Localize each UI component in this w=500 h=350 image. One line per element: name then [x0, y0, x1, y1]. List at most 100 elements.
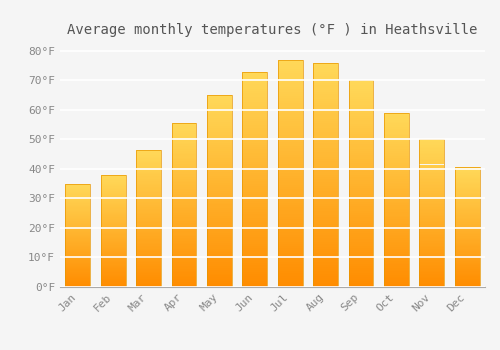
Bar — [207, 164, 232, 166]
Bar — [313, 269, 338, 271]
Bar — [348, 217, 374, 219]
Bar — [455, 207, 479, 208]
Bar — [348, 204, 374, 206]
Bar — [348, 148, 374, 150]
Bar — [207, 228, 232, 230]
Bar — [384, 172, 409, 174]
Bar — [100, 217, 126, 219]
Bar — [420, 194, 444, 196]
Bar — [136, 187, 161, 188]
Bar — [207, 97, 232, 99]
Bar — [278, 119, 302, 121]
Bar — [100, 270, 126, 271]
Bar — [384, 120, 409, 121]
Bar — [278, 251, 302, 253]
Bar — [172, 192, 196, 194]
Bar — [348, 223, 374, 225]
Bar — [348, 227, 374, 229]
Bar — [348, 113, 374, 116]
Bar — [242, 82, 267, 84]
Bar — [278, 235, 302, 237]
Bar — [348, 276, 374, 279]
Bar — [242, 164, 267, 166]
Bar — [348, 169, 374, 171]
Bar — [207, 189, 232, 191]
Bar — [313, 157, 338, 159]
Bar — [455, 176, 479, 177]
Bar — [100, 210, 126, 211]
Bar — [278, 148, 302, 150]
Bar — [207, 112, 232, 114]
Bar — [136, 161, 161, 162]
Bar — [207, 133, 232, 135]
Bar — [420, 246, 444, 247]
Bar — [313, 204, 338, 206]
Bar — [207, 235, 232, 237]
Bar — [278, 196, 302, 198]
Bar — [278, 182, 302, 185]
Bar — [136, 216, 161, 217]
Bar — [66, 283, 90, 284]
Bar — [278, 128, 302, 130]
Bar — [455, 200, 479, 201]
Bar — [278, 203, 302, 205]
Bar — [348, 225, 374, 227]
Bar — [136, 232, 161, 233]
Bar — [313, 78, 338, 81]
Bar — [455, 174, 479, 175]
Bar — [455, 233, 479, 235]
Bar — [242, 203, 267, 205]
Bar — [242, 95, 267, 97]
Bar — [242, 214, 267, 216]
Bar — [455, 196, 479, 197]
Bar — [207, 145, 232, 147]
Bar — [66, 252, 90, 253]
Bar — [136, 233, 161, 235]
Bar — [242, 99, 267, 102]
Bar — [348, 283, 374, 285]
Bar — [278, 62, 302, 64]
Bar — [136, 165, 161, 166]
Bar — [136, 173, 161, 174]
Bar — [278, 187, 302, 189]
Bar — [348, 83, 374, 84]
Bar — [172, 140, 196, 141]
Bar — [66, 236, 90, 237]
Bar — [348, 89, 374, 91]
Bar — [420, 169, 444, 170]
Bar — [207, 139, 232, 141]
Bar — [313, 117, 338, 119]
Bar — [348, 126, 374, 128]
Bar — [207, 159, 232, 160]
Bar — [100, 190, 126, 192]
Bar — [348, 165, 374, 167]
Bar — [455, 285, 479, 286]
Bar — [172, 200, 196, 202]
Bar — [136, 218, 161, 220]
Bar — [172, 205, 196, 207]
Bar — [136, 188, 161, 190]
Bar — [348, 260, 374, 262]
Bar — [420, 160, 444, 162]
Bar — [66, 244, 90, 245]
Bar — [172, 262, 196, 264]
Bar — [384, 233, 409, 235]
Bar — [420, 241, 444, 243]
Bar — [455, 189, 479, 190]
Bar — [313, 74, 338, 76]
Bar — [420, 237, 444, 238]
Bar — [100, 231, 126, 232]
Bar — [278, 191, 302, 194]
Bar — [172, 259, 196, 261]
Bar — [313, 231, 338, 233]
Bar — [136, 150, 161, 287]
Bar — [172, 136, 196, 138]
Bar — [66, 234, 90, 235]
Bar — [66, 249, 90, 250]
Bar — [207, 222, 232, 224]
Bar — [455, 180, 479, 181]
Bar — [242, 143, 267, 145]
Bar — [420, 207, 444, 209]
Bar — [313, 96, 338, 99]
Bar — [348, 132, 374, 134]
